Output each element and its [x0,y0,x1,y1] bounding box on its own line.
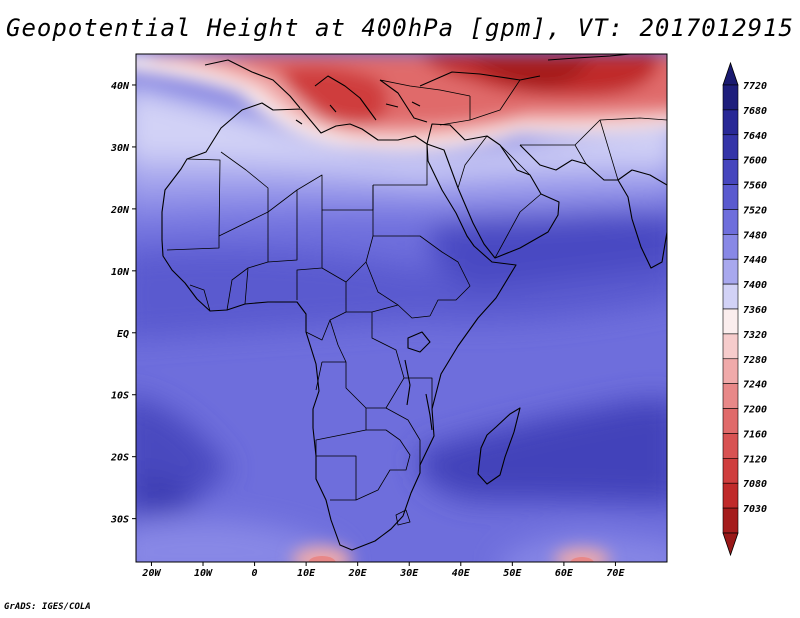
lon-tick-label: 50E [503,568,522,579]
lon-tick-label: 20W [141,568,161,579]
lat-tick-label: EQ [117,329,129,340]
field-south-low-west-core [308,556,336,562]
lon-tick-label: 20E [348,568,368,579]
colorbar-swatch [722,482,739,509]
colorbar-level-label: 7440 [743,255,767,266]
lat-tick-label: 10S [111,391,129,402]
plot-frame [135,53,668,563]
europe-coastline [204,54,636,123]
colorbar-swatch [722,109,739,136]
lon-tick-label: 10W [194,568,213,579]
madagascar-coastline [477,407,521,485]
field-south-atlantic-core [140,470,200,514]
colorbar-swatch [722,134,739,160]
colorbar-swatch [722,358,739,384]
colorbar-bottom-arrow [722,532,739,557]
lon-tick-label: 0 [252,568,258,579]
colorbar-swatch [722,383,739,409]
colorbar-level-label: 7600 [743,156,767,167]
lake-tanganyika [404,359,433,431]
coastlines [161,54,667,551]
field-med-trough [280,66,388,126]
colorbar-swatch [722,283,739,310]
india-coastline [617,169,667,269]
lat-tick-label: 30N [110,143,130,154]
colorbar-level-label: 7160 [743,429,767,440]
lat-tick-label: 20S [110,453,129,464]
colorbar-level-label: 7080 [743,479,767,490]
gulf-coastline [519,144,618,181]
colorbar-level-label: 7360 [743,305,767,316]
longitude-axis: 20W 10W 0 10E 20E 30E 40E 50E 60E 70E [141,562,625,579]
colorbar-level-label: 7280 [743,355,767,366]
lon-tick-label: 60E [555,568,574,579]
lon-tick-label: 70E [606,568,625,579]
colorbar-level-label: 7240 [743,380,767,391]
latitude-axis: 40N 30N 20N 10N EQ 10S 20S 30S [110,81,136,526]
colorbar-level-label: 7640 [743,131,767,142]
colorbar-swatch [722,84,739,111]
field-south-low-east [554,548,610,562]
field-arabian-sea-low [430,211,667,290]
colorbar-swatch [722,333,739,360]
colorbar-level-label: 7120 [743,454,767,465]
lon-tick-label: 10E [297,568,316,579]
colorbar-swatch [722,159,739,185]
colorbar-swatch [722,184,739,210]
colorbar-swatch [722,209,739,235]
colorbar-level-label: 7560 [743,181,767,192]
height-field [136,54,667,562]
colorbar-top-arrow [722,61,739,86]
colorbar-swatch [722,408,739,434]
field-caspian-core [470,58,590,88]
field-band-7440 [136,132,667,195]
lon-tick-label: 30E [399,568,419,579]
colorbar-level-label: 7400 [743,280,767,291]
field-south-trough-band [136,520,345,562]
colorbar-swatch [722,308,739,335]
colorbar-level-label: 7320 [743,330,767,341]
colorbar-level-label: 7480 [743,230,767,241]
colorbar-level-label: 7720 [743,81,767,92]
field-south-low-east-core [570,557,594,562]
lon-tick-label: 40E [452,568,471,579]
lake-victoria [407,331,431,353]
africa-coastline [161,102,517,551]
lat-tick-label: 30S [110,515,129,526]
colorbar-level-label: 7520 [743,205,767,216]
colorbar-swatch [722,458,739,484]
field-south-low-west [292,546,352,562]
mediterranean-islands [295,101,421,125]
colorbar-level-label: 7030 [743,504,767,515]
country-borders [166,79,667,526]
colorbar-level-label: 7680 [743,106,767,117]
lat-tick-label: 40N [111,81,130,92]
field-band-7400 [136,83,667,175]
colorbar-level-label: 7200 [743,405,767,416]
colorbar-swatch [722,234,739,260]
colorbar-swatch [722,258,739,285]
colorbar-swatch [722,507,739,534]
colorbar: 7720 7680 7640 7600 7560 7520 7480 7440 7400 7360… [722,61,767,557]
lat-tick-label: 20N [110,205,130,216]
grads-credit: GrADS: IGES/COLA [4,602,91,612]
colorbar-swatch [722,433,739,459]
lat-tick-label: 10N [111,267,130,278]
arabia-coastline [426,123,560,259]
map-title: Geopotential Height at 400hPa [gpm], VT:… [6,14,794,42]
